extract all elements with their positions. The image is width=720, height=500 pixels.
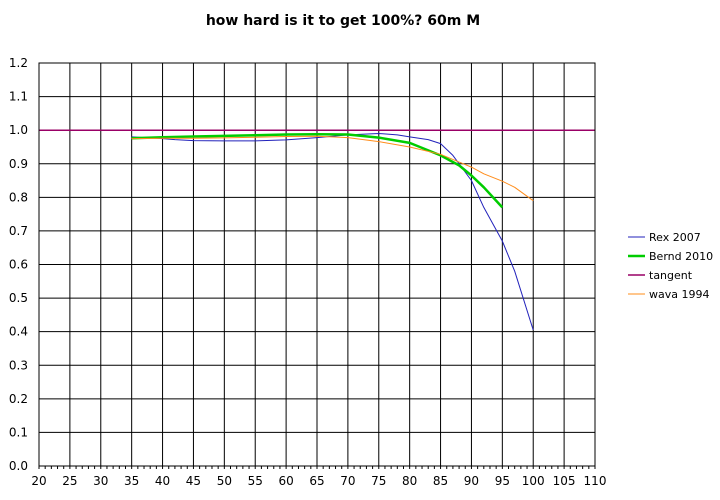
x-tick-label: 45 xyxy=(186,474,201,488)
x-tick-label: 105 xyxy=(553,474,576,488)
legend-label: Bernd 2010 xyxy=(649,250,713,263)
y-tick-label: 1.2 xyxy=(9,56,28,70)
x-tick-label: 100 xyxy=(522,474,545,488)
x-tick-label: 85 xyxy=(433,474,448,488)
y-tick-label: 0.8 xyxy=(9,190,28,204)
x-tick-label: 75 xyxy=(371,474,386,488)
y-tick-label: 0.0 xyxy=(9,459,28,473)
x-tick-label: 40 xyxy=(155,474,170,488)
y-tick-label: 0.7 xyxy=(9,224,28,238)
x-tick-label: 30 xyxy=(93,474,108,488)
x-tick-label: 110 xyxy=(584,474,607,488)
plot-frame xyxy=(38,62,596,467)
y-tick-label: 0.9 xyxy=(9,157,28,171)
x-tick-label: 65 xyxy=(309,474,324,488)
x-tick-label: 80 xyxy=(402,474,417,488)
y-tick-label: 1.0 xyxy=(9,123,28,137)
series-lines xyxy=(39,129,595,331)
legend: Rex 2007 Bernd 2010 tangent wava 1994 xyxy=(628,231,713,301)
x-tick-label: 25 xyxy=(62,474,77,488)
x-tick-label: 90 xyxy=(464,474,479,488)
x-tick-label: 95 xyxy=(495,474,510,488)
x-tick-labels: 20 25 30 35 40 45 50 55 60 65 70 75 80 85 90 95 100 105 11… xyxy=(31,474,606,488)
x-tick-label: 70 xyxy=(340,474,355,488)
x-tick-label: 60 xyxy=(278,474,293,488)
y-tick-label: 1.1 xyxy=(9,90,28,104)
y-tick-label: 0.3 xyxy=(9,358,28,372)
y-tick-label: 0.6 xyxy=(9,258,28,272)
y-tick-label: 0.5 xyxy=(9,291,28,305)
x-tick-label: 20 xyxy=(31,474,46,488)
legend-label: tangent xyxy=(649,269,693,282)
y-tick-label: 0.4 xyxy=(9,325,28,339)
chart-title: how hard is it to get 100%? 60m M xyxy=(206,13,480,29)
legend-label: Rex 2007 xyxy=(649,231,701,244)
series-line-rex-2007 xyxy=(131,133,534,331)
x-tick-label: 50 xyxy=(217,474,232,488)
legend-label: wava 1994 xyxy=(649,288,709,301)
x-tick-label: 35 xyxy=(124,474,139,488)
y-tick-labels: 0.0 0.1 0.2 0.3 0.4 0.5 0.6 0.7 0.8 0.9 1.0 1.1 1.2 xyxy=(9,56,28,473)
y-tick-label: 0.2 xyxy=(9,392,28,406)
x-tick-label: 55 xyxy=(248,474,263,488)
series-line-bernd-2010 xyxy=(131,132,504,209)
series-line-wava-1994 xyxy=(131,135,534,202)
y-tick-label: 0.1 xyxy=(9,425,28,439)
